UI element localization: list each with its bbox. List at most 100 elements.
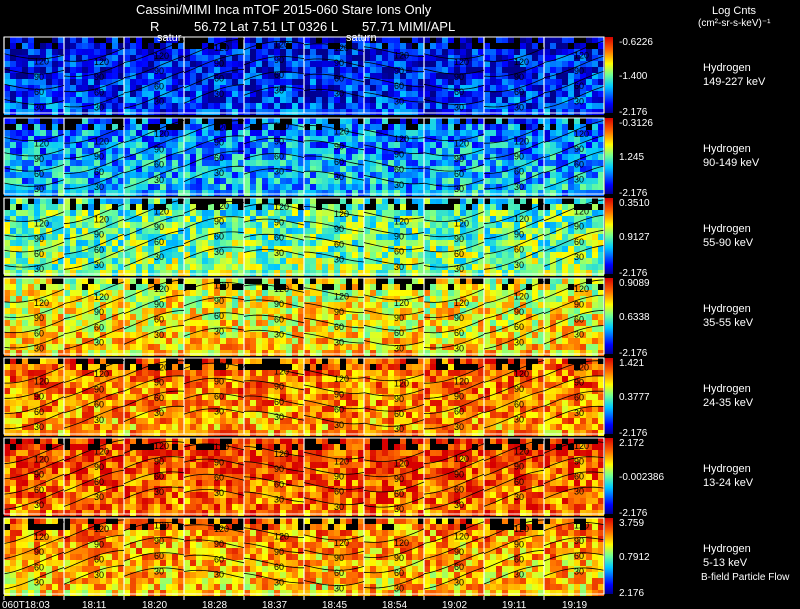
heatmap-cell	[16, 258, 22, 264]
heatmap-cell	[382, 246, 388, 252]
heatmap-cell	[124, 278, 130, 284]
heatmap-cell	[208, 302, 214, 308]
heatmap-cell	[448, 130, 454, 136]
heatmap-cell	[526, 67, 532, 73]
heatmap-cell	[256, 154, 262, 160]
contour-label: 90	[274, 136, 284, 146]
heatmap-cell	[412, 148, 418, 154]
heatmap-cell	[274, 184, 280, 190]
heatmap-cell	[322, 198, 328, 204]
heatmap-cell	[322, 37, 328, 43]
heatmap-cell	[286, 67, 292, 73]
heatmap-cell	[532, 270, 538, 276]
heatmap-cell	[16, 166, 22, 172]
heatmap-cell	[28, 148, 34, 154]
heatmap-cell	[454, 178, 460, 184]
heatmap-cell	[466, 178, 472, 184]
heatmap-cell	[136, 61, 142, 67]
heatmap-cell	[406, 136, 412, 142]
heatmap-cell	[118, 142, 124, 148]
heatmap-cell	[550, 178, 556, 184]
heatmap-cell	[10, 118, 16, 124]
heatmap-cell	[154, 246, 160, 252]
heatmap-cell	[526, 154, 532, 160]
heatmap-cell	[562, 148, 568, 154]
heatmap-cell	[526, 204, 532, 210]
heatmap-cell	[286, 284, 292, 290]
heatmap-cell	[340, 178, 346, 184]
heatmap-cell	[514, 154, 520, 160]
heatmap-cell	[436, 258, 442, 264]
heatmap-cell	[298, 73, 304, 79]
heatmap-cell	[304, 79, 310, 85]
heatmap-cell	[148, 320, 154, 326]
heatmap-cell	[544, 320, 550, 326]
heatmap-cell	[16, 278, 22, 284]
heatmap-cell	[250, 270, 256, 276]
heatmap-cell	[382, 320, 388, 326]
heatmap-cell	[436, 270, 442, 276]
heatmap-cell	[64, 154, 70, 160]
heatmap-cell	[286, 278, 292, 284]
heatmap-cell	[16, 43, 22, 49]
heatmap-cell	[538, 246, 544, 252]
heatmap-cell	[328, 172, 334, 178]
heatmap-cell	[124, 73, 130, 79]
heatmap-cell	[454, 264, 460, 270]
heatmap-cell	[442, 296, 448, 302]
heatmap-cell	[580, 296, 586, 302]
heatmap-cell	[256, 148, 262, 154]
heatmap-cell	[466, 308, 472, 314]
heatmap-cell	[16, 109, 22, 115]
heatmap-cell	[520, 234, 526, 240]
heatmap-cell	[172, 148, 178, 154]
heatmap-cell	[376, 61, 382, 67]
pitch-angle-contour	[63, 62, 125, 77]
heatmap-cell	[556, 91, 562, 97]
contour-label: 60	[34, 87, 44, 97]
heatmap-cell	[46, 154, 52, 160]
heatmap-cell	[298, 240, 304, 246]
heatmap-cell	[274, 302, 280, 308]
heatmap-cell	[574, 290, 580, 296]
contour-label: 90	[454, 72, 464, 82]
heatmap-cell	[82, 124, 88, 130]
heatmap-cell	[424, 258, 430, 264]
heatmap-cell	[160, 67, 166, 73]
heatmap-cell	[484, 302, 490, 308]
heatmap-cell	[436, 85, 442, 91]
heatmap-cell	[178, 222, 184, 228]
heatmap-cell	[280, 130, 286, 136]
heatmap-cell	[184, 190, 190, 196]
heatmap-cell	[574, 234, 580, 240]
heatmap-cell	[82, 246, 88, 252]
pitch-angle-contour	[543, 135, 605, 158]
heatmap-cell	[454, 61, 460, 67]
heatmap-cell	[130, 136, 136, 142]
heatmap-cell	[76, 204, 82, 210]
heatmap-cell	[28, 55, 34, 61]
heatmap-cell	[448, 252, 454, 258]
heatmap-cell	[190, 314, 196, 320]
heatmap-cell	[430, 85, 436, 91]
heatmap-cell	[250, 190, 256, 196]
heatmap-cell	[340, 320, 346, 326]
heatmap-cell	[322, 234, 328, 240]
heatmap-cell	[400, 314, 406, 320]
heatmap-cell	[274, 216, 280, 222]
heatmap-cell	[400, 43, 406, 49]
heatmap-cell	[172, 91, 178, 97]
heatmap-cell	[562, 142, 568, 148]
heatmap-cell	[16, 184, 22, 190]
heatmap-cell	[460, 166, 466, 172]
heatmap-cell	[454, 284, 460, 290]
heatmap-cell	[478, 172, 484, 178]
heatmap-cell	[586, 284, 592, 290]
heatmap-cell	[310, 284, 316, 290]
heatmap-cell	[292, 148, 298, 154]
heatmap-cell	[130, 49, 136, 55]
heatmap-cell	[34, 284, 40, 290]
heatmap-cell	[94, 234, 100, 240]
heatmap-cell	[52, 91, 58, 97]
heatmap-cell	[574, 85, 580, 91]
